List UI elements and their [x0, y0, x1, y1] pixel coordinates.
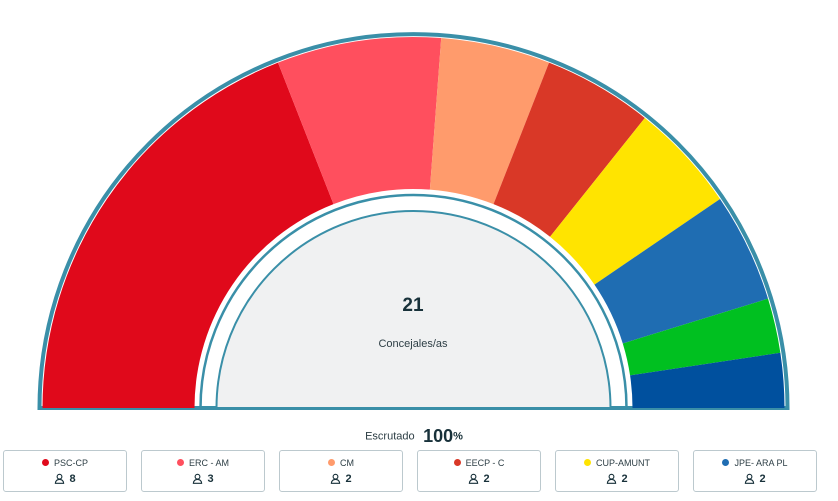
user-icon	[745, 473, 755, 484]
party-seats: 2	[621, 472, 628, 485]
scrutiny-label: Escrutado	[365, 430, 415, 443]
user-icon	[55, 473, 65, 484]
seat-sectors	[42, 37, 785, 409]
seat-sector-7	[622, 298, 781, 376]
scrutiny-value: 100	[423, 426, 454, 446]
user-icon	[331, 473, 341, 484]
party-name: PSC-CP	[53, 457, 88, 468]
party-seats: 2	[345, 472, 352, 485]
user-icon	[607, 473, 617, 484]
party-name: EECP - C	[465, 457, 505, 468]
party-name: ERC - AM	[188, 457, 229, 468]
party-name: CUP-AMUNT	[596, 457, 650, 468]
party-legend: PSC-CP 8 ERC - AM 3 CM 2 EECP - C 2 CUP-…	[3, 450, 833, 494]
seat-sector-6	[594, 199, 769, 344]
party-seats: 2	[759, 472, 766, 485]
outer-border-arc	[37, 32, 790, 410]
party-color-dot	[584, 459, 591, 466]
scrutiny-unit: %	[453, 430, 463, 443]
party-seats: 3	[207, 472, 214, 485]
party-color-dot	[328, 459, 335, 466]
party-color-dot	[176, 459, 184, 466]
party-name: JPE- ARA PL	[734, 457, 788, 468]
total-seats-label: Concejales/as	[378, 338, 448, 350]
scrutiny-indicator: Escrutado 100%	[0, 426, 828, 447]
center-panel	[215, 210, 612, 409]
seat-sector-3	[429, 38, 550, 205]
party-color-dot	[41, 459, 49, 466]
party-color-dot	[453, 459, 461, 466]
legend-card-erc[interactable]: ERC - AM 3	[141, 450, 265, 492]
party-seats: 2	[483, 472, 490, 485]
legend-card-cup[interactable]: CUP-AMUNT 2	[555, 450, 679, 492]
party-name: CM	[340, 457, 354, 468]
seat-sector-2	[277, 37, 442, 205]
parliament-chart: 21 Concejales/as	[37, 32, 790, 410]
party-color-dot	[722, 459, 730, 466]
party-seats: 8	[69, 472, 76, 485]
seat-sector-8	[630, 352, 785, 408]
legend-card-psc[interactable]: PSC-CP 8	[3, 450, 127, 492]
legend-card-eecp[interactable]: EECP - C 2	[417, 450, 541, 492]
legend-card-cm[interactable]: CM 2	[279, 450, 403, 492]
seat-sector-4	[493, 62, 645, 237]
legend-card-jpe[interactable]: JPE- ARA PL 2	[693, 450, 817, 492]
inner-border-arc	[199, 193, 628, 409]
seat-sector-5	[550, 117, 721, 285]
total-seats: 21	[402, 295, 424, 316]
user-icon	[469, 473, 479, 484]
seat-sector-1	[42, 62, 334, 409]
user-icon	[193, 473, 203, 484]
